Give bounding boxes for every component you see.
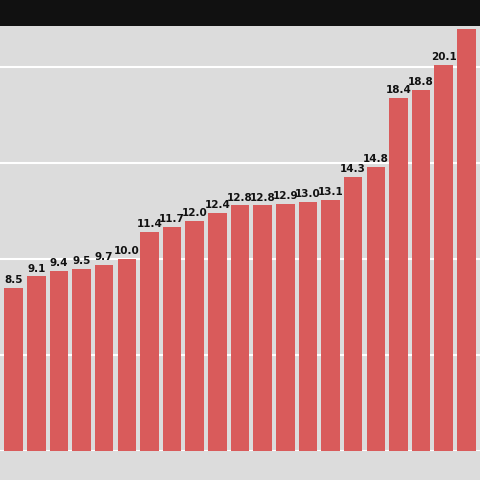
Bar	[163, 227, 181, 451]
Text: 8.5: 8.5	[4, 275, 23, 285]
Bar	[344, 177, 362, 451]
Text: 12.8: 12.8	[250, 192, 276, 203]
Text: 22.0: 22.0	[454, 16, 480, 26]
Bar	[185, 221, 204, 451]
Bar	[231, 205, 249, 451]
Bar	[457, 29, 476, 451]
Bar	[72, 269, 91, 451]
Text: 9.7: 9.7	[95, 252, 113, 262]
Text: 18.4: 18.4	[385, 85, 411, 95]
Bar	[4, 288, 23, 451]
Text: 10.0: 10.0	[114, 246, 140, 256]
Text: 12.0: 12.0	[182, 208, 207, 218]
Text: 11.4: 11.4	[136, 219, 162, 229]
Text: 12.8: 12.8	[227, 192, 253, 203]
Text: 9.4: 9.4	[49, 258, 68, 268]
Text: 12.4: 12.4	[204, 200, 230, 210]
Bar	[276, 204, 295, 451]
Bar	[389, 98, 408, 451]
Text: 20.1: 20.1	[431, 52, 456, 62]
Bar	[367, 167, 385, 451]
Text: 18.8: 18.8	[408, 77, 434, 87]
Bar	[412, 90, 431, 451]
Bar	[299, 202, 317, 451]
Bar	[95, 265, 113, 451]
Bar	[208, 213, 227, 451]
Bar	[27, 276, 46, 451]
Text: 13.0: 13.0	[295, 189, 321, 199]
Text: 13.1: 13.1	[318, 187, 344, 197]
Bar	[253, 205, 272, 451]
Bar	[434, 65, 453, 451]
Text: 14.8: 14.8	[363, 154, 389, 164]
Text: 9.1: 9.1	[27, 264, 46, 274]
Bar	[49, 271, 68, 451]
Bar	[140, 232, 159, 451]
Text: 11.7: 11.7	[159, 214, 185, 224]
Text: 12.9: 12.9	[273, 191, 298, 201]
Text: 9.5: 9.5	[72, 256, 91, 266]
Bar	[321, 200, 340, 451]
Bar	[118, 259, 136, 451]
Text: 14.3: 14.3	[340, 164, 366, 174]
